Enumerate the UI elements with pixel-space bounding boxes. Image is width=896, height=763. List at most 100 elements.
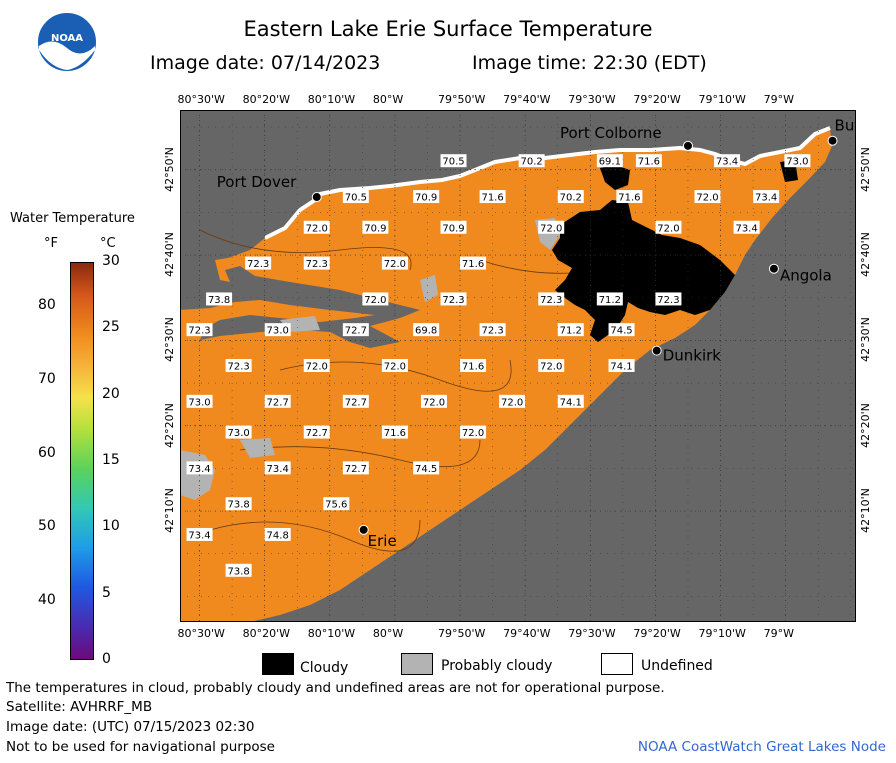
place-label: Angola (780, 267, 832, 285)
temperature-label-bg (733, 220, 760, 234)
celsius-tick: 5 (102, 584, 111, 601)
temperature-label-bg (264, 323, 291, 337)
temperature-label-bg (303, 425, 330, 439)
temperature-value: 70.2 (521, 157, 543, 168)
temperature-value: 71.6 (462, 259, 484, 270)
fahrenheit-tick: 40 (38, 592, 56, 609)
undefined-label: Undefined (641, 658, 713, 674)
longitude-label: 79°20'W (633, 93, 681, 106)
map-frame (180, 110, 856, 622)
temperature-label: 73.4 (733, 220, 760, 234)
cloudy-swatch (262, 653, 294, 675)
temperature-label-bg (460, 256, 487, 270)
temperature-label-bg (303, 359, 330, 372)
temperature-label: 71.6 (479, 190, 506, 204)
logo-text: NOAA (51, 33, 83, 44)
temperature-label-bg (225, 497, 252, 511)
longitude-label: 79°10'W (698, 93, 746, 106)
undefined-swatch (601, 653, 633, 675)
temperature-label-bg (460, 359, 487, 372)
temperature-label: 73.4 (714, 154, 741, 168)
temperature-label: 72.0 (303, 220, 330, 234)
temperature-value: 72.0 (384, 362, 406, 373)
temperature-value: 72.0 (501, 397, 523, 408)
footer-credit: NOAA CoastWatch Great Lakes Node (637, 739, 886, 755)
temperature-label: 73.4 (186, 461, 213, 475)
temperature-label-bg (440, 220, 467, 234)
latitude-label: 42°20'N (162, 402, 176, 448)
temperature-value: 70.9 (415, 193, 437, 204)
temperature-label: 73.0 (264, 323, 291, 337)
place-markers: Port Dover Port Colborne Buf Angola Dunkirk E… (217, 117, 856, 550)
temperature-value: 72.0 (540, 223, 562, 234)
temperature-label-bg (518, 154, 545, 168)
temperature-label: 70.2 (518, 154, 545, 168)
temperature-label-bg (596, 154, 623, 168)
temperature-label: 72.0 (538, 220, 565, 234)
longitude-label: 80°30'W (177, 93, 225, 106)
temperature-label-bg (362, 220, 389, 234)
place-label: Port Colborne (560, 124, 662, 142)
temperature-label: 70.5 (342, 190, 369, 204)
temperature-label-bg (753, 190, 780, 204)
latitude-label: 42°40'N (858, 232, 872, 277)
temperature-value: 73.8 (227, 500, 249, 511)
celsius-tick: 10 (102, 518, 120, 535)
image-time: Image time: 22:30 (EDT) (472, 52, 707, 74)
temperature-label: 75.6 (323, 497, 350, 511)
longitude-label: 80°W (372, 627, 404, 640)
place-marker (358, 524, 369, 535)
latitude-label: 42°10'N (162, 488, 176, 533)
temperature-value: 70.9 (442, 223, 464, 234)
temperature-label-bg (342, 323, 369, 337)
temperature-value: 72.3 (188, 326, 210, 337)
place-marker (827, 135, 838, 146)
temperature-label-bg (635, 154, 662, 168)
cloud-area (552, 200, 735, 342)
temperature-label: 74.5 (413, 461, 440, 475)
fahrenheit-tick: 60 (38, 444, 56, 461)
temperature-label: 72.0 (303, 359, 330, 373)
temperature-label-bg (206, 292, 233, 306)
longitude-label: 79°W (763, 93, 795, 106)
temperature-label: 72.7 (303, 425, 330, 439)
place-label: Erie (368, 532, 397, 550)
place-marker (651, 345, 662, 356)
temperature-label-bg (440, 292, 467, 306)
temperature-label-bg (362, 292, 389, 306)
temperature-label-bg (479, 323, 506, 337)
temperature-label: 73.4 (264, 461, 291, 475)
place-label: Port Dover (217, 173, 297, 191)
temperature-value: 72.7 (306, 428, 328, 439)
temperature-label: 71.2 (557, 323, 584, 337)
temperature-label-bg (420, 394, 447, 408)
temperature-value: 72.3 (227, 362, 249, 373)
temperature-label: 73.4 (753, 190, 780, 204)
temperature-label: 69.1 (596, 154, 623, 168)
temperature-label: 69.8 (413, 323, 440, 337)
temperature-label-bg (225, 563, 252, 577)
temperature-value: 73.0 (188, 397, 210, 408)
temperature-value: 72.0 (384, 259, 406, 270)
temperature-label-bg (596, 292, 623, 306)
temperature-value: 73.4 (188, 464, 210, 475)
temperature-label-bg (186, 323, 213, 337)
footer-disclaimer: The temperatures in cloud, probably clou… (6, 680, 665, 696)
temperature-value: 72.3 (481, 326, 503, 337)
temperature-value: 73.4 (188, 530, 210, 541)
cloud-area (600, 165, 630, 190)
isotherm-line (239, 439, 481, 468)
temperature-label-bg (499, 394, 526, 408)
temperature-value: 72.3 (540, 295, 562, 306)
temperature-label-bg (264, 461, 291, 475)
temperature-label-bg (264, 394, 291, 408)
legend-colorbar (70, 262, 94, 660)
temperature-label: 73.4 (186, 527, 213, 541)
temperature-label-bg (381, 425, 408, 439)
temperature-label: 72.7 (342, 394, 369, 408)
temperature-label-bg (303, 256, 330, 270)
temperature-value: 71.6 (462, 362, 484, 373)
place-label: Buf (835, 117, 856, 135)
temperature-value: 69.8 (415, 326, 437, 337)
temperature-label-bg (413, 461, 440, 475)
